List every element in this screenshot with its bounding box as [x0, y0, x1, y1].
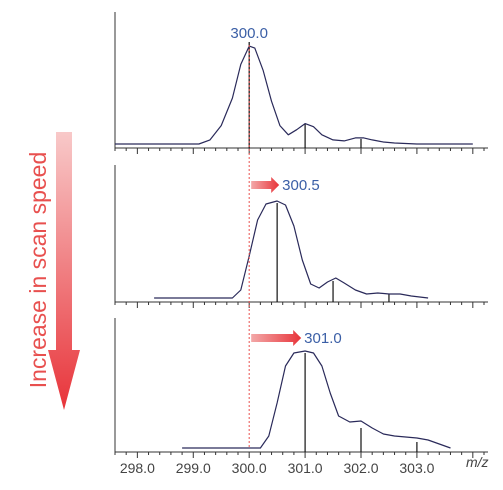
x-tick-label: 303.0: [399, 460, 434, 476]
x-tick-label: 298.0: [120, 460, 155, 476]
scan-speed-label: Increase in scan speed: [25, 152, 51, 389]
spectra-panels: 300.0 300.5 301.0: [114, 12, 488, 458]
peak-label-3: 301.0: [304, 330, 342, 347]
shift-arrow-3: [251, 330, 302, 346]
spectrum-trace-2: [154, 200, 429, 299]
x-axis-tick-labels: 298.0 299.0 300.0 301.0 302.0 303.0: [120, 460, 435, 476]
peak-label-2: 300.5: [282, 177, 320, 194]
x-axis-unit-label: m/z: [466, 454, 489, 470]
x-tick-label: 302.0: [343, 460, 378, 476]
spectrum-panel-3: 301.0: [114, 318, 488, 458]
shift-arrow-2: [251, 177, 280, 193]
x-tick-label: 299.0: [176, 460, 211, 476]
x-tick-label: 300.0: [232, 460, 267, 476]
scan-speed-arrow: [48, 132, 80, 410]
spectrum-trace-1: [115, 45, 473, 145]
spectrum-panel-1: 300.0: [114, 12, 488, 154]
spectrum-panel-2: 300.5: [114, 165, 488, 308]
scan-speed-annotation: Increase in scan speed: [25, 132, 80, 410]
spectrum-trace-3: [182, 350, 451, 449]
peak-label-1: 300.0: [230, 25, 268, 42]
x-tick-label: 301.0: [288, 460, 323, 476]
